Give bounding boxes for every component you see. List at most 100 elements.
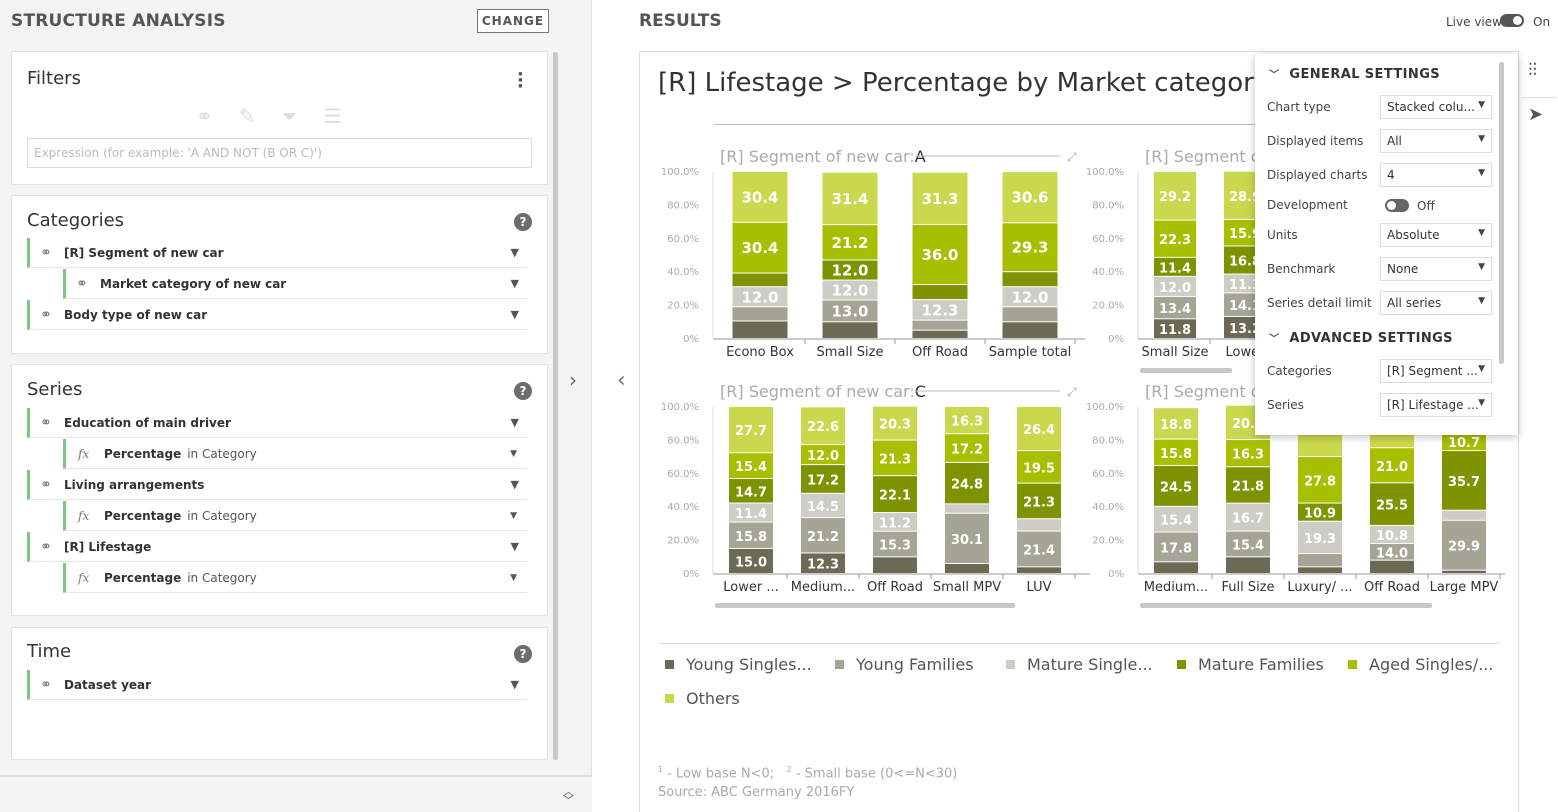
bar-segment[interactable] — [801, 465, 845, 493]
bar-segment[interactable] — [1298, 553, 1342, 567]
bar-segment[interactable] — [1224, 274, 1255, 293]
bar-segment[interactable] — [1224, 219, 1255, 246]
bar-segment[interactable] — [1154, 506, 1198, 532]
chevron-down-icon[interactable]: ▼ — [510, 510, 517, 521]
bar-segment[interactable] — [945, 563, 989, 573]
bar-segment[interactable] — [729, 503, 773, 522]
bar-segment[interactable] — [873, 440, 917, 476]
legend-item[interactable]: Young Singles... — [665, 655, 812, 674]
chevron-down-icon[interactable]: ▼ — [510, 448, 517, 459]
bar-segment[interactable] — [1298, 521, 1342, 553]
bar-segment[interactable] — [1298, 503, 1342, 521]
bar-segment[interactable] — [729, 453, 773, 478]
bar-segment[interactable] — [732, 273, 788, 287]
bar-segment[interactable] — [801, 445, 845, 465]
expand-icon[interactable]: ⤢ — [1066, 150, 1077, 164]
bar-segment[interactable] — [732, 172, 788, 222]
series-measure-item[interactable]: fx Percentage in Category ▼ — [63, 439, 527, 469]
bar-segment[interactable] — [822, 322, 878, 338]
bar-segment[interactable] — [873, 557, 917, 573]
bar-segment[interactable] — [1154, 439, 1198, 465]
bar-segment[interactable] — [1370, 448, 1414, 483]
bar-segment[interactable] — [822, 300, 878, 322]
bar-segment[interactable] — [945, 434, 989, 462]
sliders-icon[interactable]: ⫶⫶ — [1528, 60, 1537, 81]
series-select[interactable]: [R] Lifestage ... ▼ — [1380, 393, 1492, 417]
category-item[interactable]: ⚭ Body type of new car ▼ — [27, 300, 527, 330]
bar-segment[interactable] — [1017, 483, 1061, 519]
bar-segment[interactable] — [912, 300, 968, 320]
bar-segment[interactable] — [1154, 408, 1198, 439]
ruler-icon[interactable]: ✎ — [238, 104, 256, 128]
left-scrollbar[interactable] — [553, 52, 558, 760]
chevron-left-icon[interactable]: ‹ — [617, 368, 626, 393]
bar-segment[interactable] — [1370, 560, 1414, 573]
bar-segment[interactable] — [1224, 316, 1255, 338]
bar-segment[interactable] — [1226, 467, 1270, 503]
general-settings-header[interactable]: ﹀ GENERAL SETTINGS — [1269, 66, 1440, 82]
bar-segment[interactable] — [1017, 451, 1061, 483]
bar-segment[interactable] — [1154, 562, 1198, 573]
bar-segment[interactable] — [729, 478, 773, 503]
bar-segment[interactable] — [1154, 171, 1196, 220]
bar-segment[interactable] — [1017, 531, 1061, 567]
bar-segment[interactable] — [729, 522, 773, 548]
bar-segment[interactable] — [1224, 171, 1255, 219]
bar-segment[interactable] — [822, 260, 878, 280]
bar-segment[interactable] — [1442, 433, 1486, 451]
bar-segment[interactable] — [729, 548, 773, 573]
displayed-charts-select[interactable]: 4 ▼ — [1380, 163, 1492, 187]
filter-icon[interactable]: ▼ — [510, 416, 519, 429]
live-view-toggle[interactable] — [1500, 14, 1524, 27]
bar-segment[interactable] — [945, 504, 989, 513]
legend-item[interactable]: Others — [665, 689, 740, 708]
series-measure-item[interactable]: fx Percentage in Category ▼ — [63, 563, 527, 593]
bar-segment[interactable] — [1298, 567, 1342, 573]
bar-segment[interactable] — [1154, 220, 1196, 257]
bar-segment[interactable] — [1442, 451, 1486, 510]
change-button[interactable]: CHANGE — [477, 9, 549, 33]
filter-icon[interactable]: ▼ — [510, 277, 519, 290]
settings-scrollbar[interactable] — [1499, 62, 1504, 364]
filter-icon[interactable]: ▼ — [510, 540, 519, 553]
bar-segment[interactable] — [912, 172, 968, 224]
category-item[interactable]: ⚭ [R] Segment of new car ▼ — [27, 238, 527, 268]
bar-segment[interactable] — [822, 280, 878, 300]
bar-segment[interactable] — [822, 225, 878, 260]
bar-segment[interactable] — [1002, 307, 1058, 322]
legend-item[interactable]: Mature Families — [1177, 655, 1324, 674]
bar-segment[interactable] — [1154, 465, 1198, 506]
chart-type-select[interactable]: Stacked colu... ▼ — [1380, 95, 1492, 119]
benchmark-select[interactable]: None ▼ — [1380, 257, 1492, 281]
bar-segment[interactable] — [1154, 532, 1198, 562]
bar-segment[interactable] — [1154, 319, 1196, 338]
bar-segment[interactable] — [1002, 322, 1058, 338]
filter-icon[interactable]: ▼ — [510, 308, 519, 321]
development-toggle[interactable] — [1385, 199, 1409, 212]
bar-segment[interactable] — [801, 493, 845, 518]
bar-segment[interactable] — [1002, 272, 1058, 287]
bar-segment[interactable] — [732, 287, 788, 307]
more-options-icon[interactable]: · · · — [517, 64, 524, 97]
bar-segment[interactable] — [1442, 510, 1486, 520]
bar-segment[interactable] — [912, 320, 968, 330]
bar-segment[interactable] — [729, 407, 773, 453]
help-icon[interactable]: ? — [514, 645, 532, 663]
bar-segment[interactable] — [1226, 531, 1270, 557]
series-item[interactable]: ⚭ Education of main driver ▼ — [27, 408, 527, 438]
legend-item[interactable]: Aged Singles/... — [1348, 655, 1493, 674]
legend-item[interactable]: Young Families — [835, 655, 974, 674]
bar-segment[interactable] — [912, 285, 968, 300]
list-icon[interactable]: ☰ — [323, 104, 342, 128]
bar-segment[interactable] — [1017, 407, 1061, 451]
expand-collapse-icon[interactable]: ︿ ﹀ — [563, 785, 574, 807]
bar-segment[interactable] — [1226, 557, 1270, 573]
filter-expression-input[interactable]: Expression (for example: 'A AND NOT (B O… — [27, 138, 532, 168]
bar-segment[interactable] — [1370, 543, 1414, 560]
bar-segment[interactable] — [1154, 257, 1196, 276]
bar-segment[interactable] — [945, 462, 989, 504]
bar-segment[interactable] — [732, 321, 788, 338]
expand-icon[interactable]: ⤢ — [1066, 385, 1077, 399]
bar-segment[interactable] — [801, 553, 845, 573]
series-measure-item[interactable]: fx Percentage in Category ▼ — [63, 501, 527, 531]
